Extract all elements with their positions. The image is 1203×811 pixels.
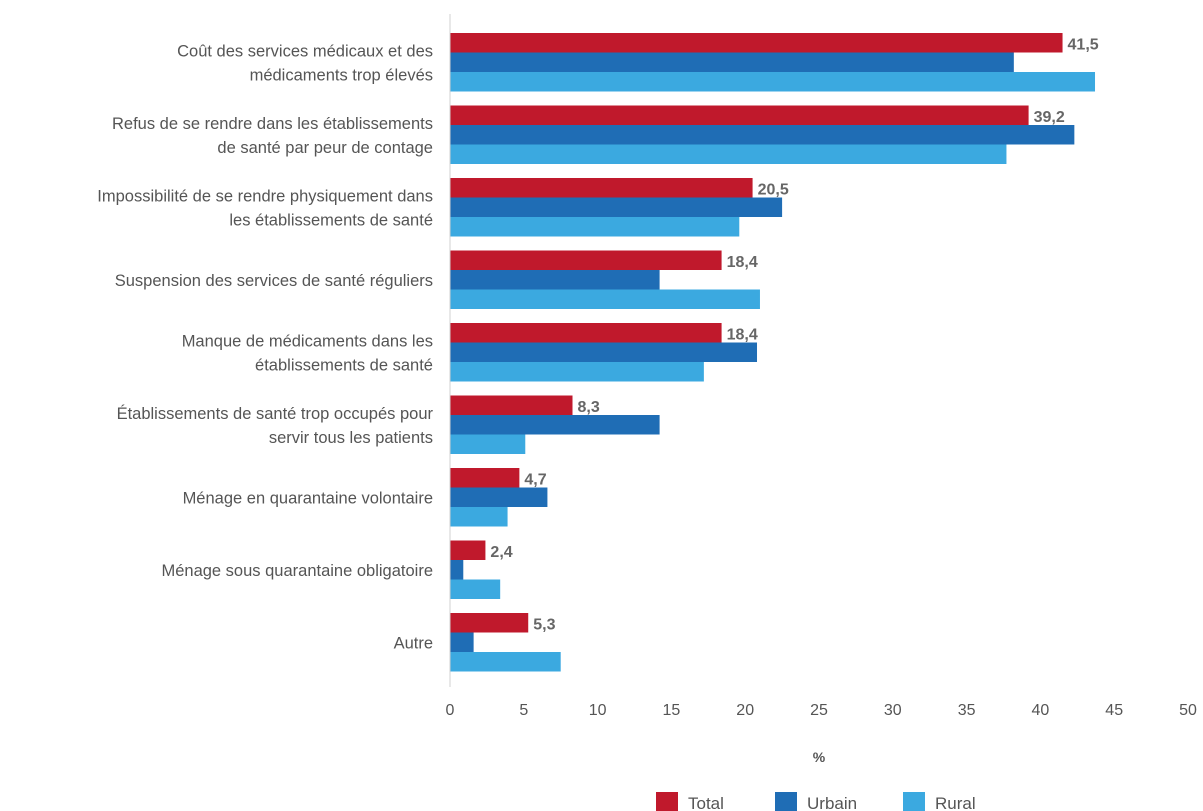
x-axis-ticks: 0 5 10 15 20 25 30 35 40 45 50 [446,702,1197,719]
data-label-7: 2,4 [490,544,512,561]
data-label-0: 41,5 [1068,37,1099,54]
bar-rural-7 [450,579,501,599]
bar-total-5 [450,395,573,415]
category-label-2-line-1: les établissements de santé [229,211,433,229]
bar-total-6 [450,468,520,488]
data-label-3: 18,4 [727,254,758,271]
legend-label-total: Total [688,794,724,811]
data-label-1: 39,2 [1034,109,1065,126]
x-tick-label-2: 10 [589,702,607,719]
category-label-0-line-1: médicaments trop élevés [250,66,433,84]
bar-rural-8 [450,652,561,672]
bar-urbain-3 [450,270,660,290]
category-label-6-line-0: Ménage en quarantaine volontaire [183,489,433,507]
category-label-3-line-0: Suspension des services de santé régulie… [115,272,433,290]
data-labels: 41,5 39,2 20,5 18,4 18,4 8,3 4,7 2,4 5,3 [490,37,1098,634]
x-tick-label-3: 15 [663,702,681,719]
x-tick-label-0: 0 [446,702,455,719]
x-tick-label-9: 45 [1105,702,1123,719]
bar-rural-0 [450,72,1096,92]
bar-total-3 [450,250,722,270]
data-label-8: 5,3 [533,617,555,634]
data-label-5: 8,3 [578,399,600,416]
bar-urbain-6 [450,487,548,507]
x-tick-label-5: 25 [810,702,828,719]
x-tick-label-8: 40 [1032,702,1050,719]
category-label-4-line-1: établissements de santé [255,356,433,374]
bar-urbain-0 [450,52,1014,72]
bar-urbain-8 [450,632,474,652]
bar-total-4 [450,323,722,343]
category-label-0-line-0: Coût des services médicaux et des [177,42,433,60]
bar-urbain-4 [450,342,758,362]
x-tick-label-4: 20 [736,702,754,719]
category-label-1-line-1: de santé par peur de contage [217,139,433,157]
bar-urbain-2 [450,197,783,217]
category-label-5-line-0: Établissements de santé trop occupés pou… [117,404,434,423]
category-label-5-line-1: servir tous les patients [269,429,433,447]
legend-label-rural: Rural [935,794,976,811]
legend-swatch-rural [903,792,925,811]
bars-group [450,33,1096,672]
bar-rural-5 [450,434,526,454]
bar-total-8 [450,613,529,633]
bar-rural-4 [450,362,704,382]
legend-swatch-total [656,792,678,811]
x-tick-label-1: 5 [519,702,528,719]
category-label-2-line-0: Impossibilité de se rendre physiquement … [97,187,433,205]
data-label-4: 18,4 [727,327,758,344]
bar-rural-2 [450,217,740,237]
bar-urbain-1 [450,125,1075,145]
data-label-2: 20,5 [758,182,789,199]
legend: Total Urbain Rural [656,792,976,811]
bar-rural-1 [450,144,1007,164]
bar-urbain-5 [450,415,660,435]
bar-total-2 [450,178,753,198]
category-labels: Coût des services médicaux et des médicam… [97,42,433,652]
legend-label-urbain: Urbain [807,794,857,811]
bar-rural-3 [450,289,760,309]
category-label-8-line-0: Autre [394,634,433,652]
data-label-6: 4,7 [524,472,546,489]
x-tick-label-10: 50 [1179,702,1197,719]
category-label-7-line-0: Ménage sous quarantaine obligatoire [161,562,433,580]
bar-total-7 [450,540,486,560]
x-axis-title: % [813,749,826,765]
legend-swatch-urbain [775,792,797,811]
bar-rural-6 [450,507,508,527]
bar-total-0 [450,33,1063,53]
category-label-4-line-0: Manque de médicaments dans les [182,332,433,350]
bar-urbain-7 [450,560,464,580]
x-tick-label-7: 35 [958,702,976,719]
category-label-1-line-0: Refus de se rendre dans les établissemen… [112,115,433,133]
x-tick-label-6: 30 [884,702,902,719]
bar-total-1 [450,105,1029,125]
